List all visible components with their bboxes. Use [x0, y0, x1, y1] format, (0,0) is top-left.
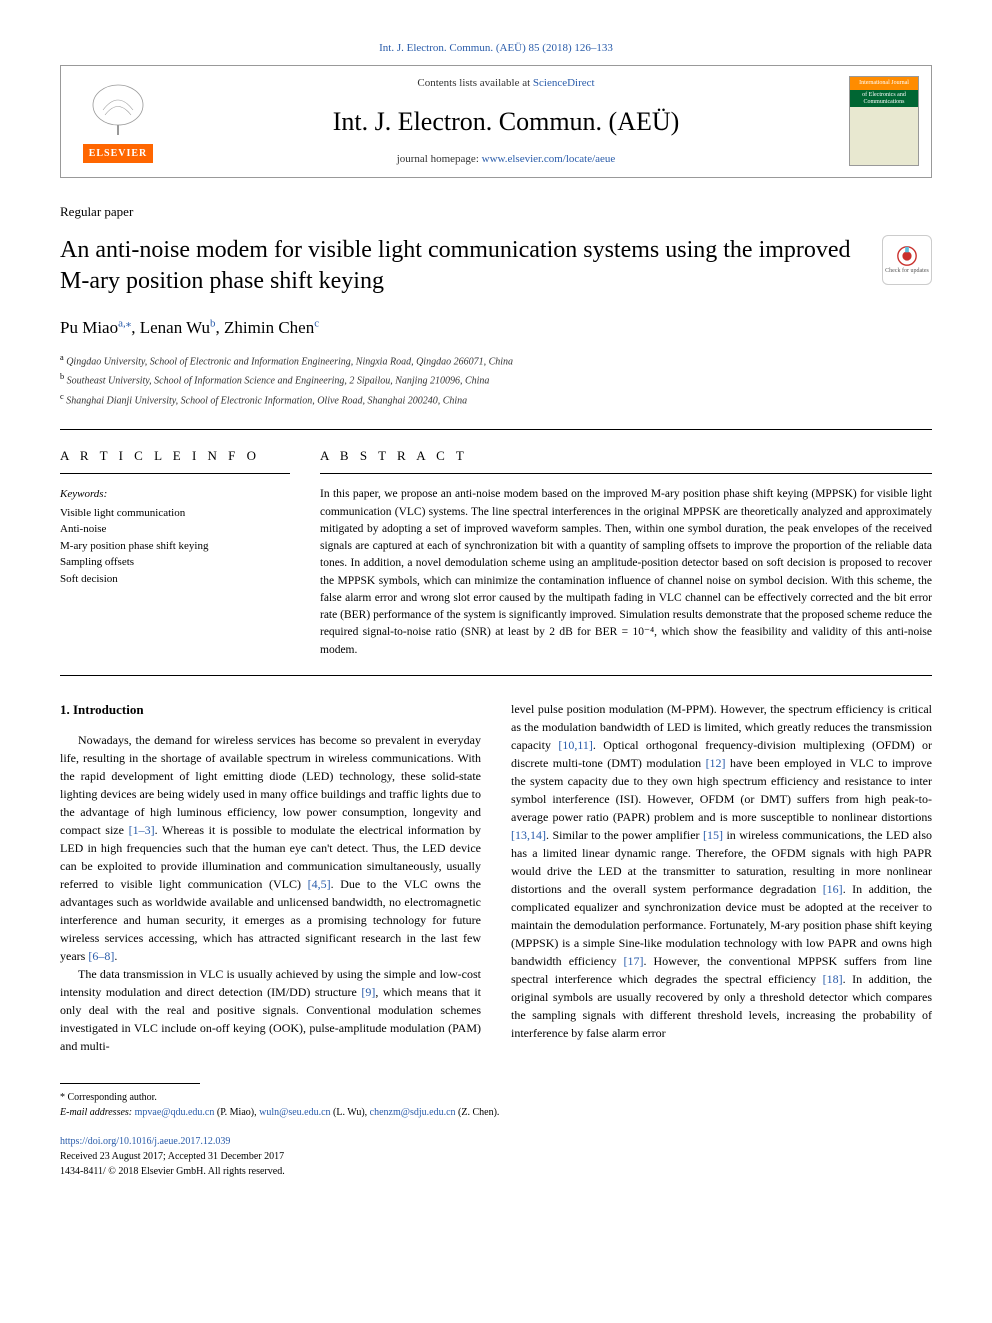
journal-header: ELSEVIER Contents lists available at Sci…: [60, 65, 932, 178]
body-column-left: 1. Introduction Nowadays, the demand for…: [60, 700, 481, 1056]
abstract-text: In this paper, we propose an anti-noise …: [320, 486, 932, 659]
body-columns: 1. Introduction Nowadays, the demand for…: [60, 700, 932, 1056]
homepage-prefix: journal homepage:: [397, 153, 482, 165]
journal-name: Int. J. Electron. Commun. (AEÜ): [163, 102, 849, 141]
homepage-link[interactable]: www.elsevier.com/locate/aeue: [482, 153, 616, 165]
authors: Pu Miaoa,⁎, Lenan Wub, Zhimin Chenc: [60, 315, 932, 341]
elsevier-logo: ELSEVIER: [73, 74, 163, 169]
footnotes: * Corresponding author. E-mail addresses…: [60, 1090, 932, 1120]
article-info: A R T I C L E I N F O Keywords: Visible …: [60, 446, 290, 659]
received-accepted: Received 23 August 2017; Accepted 31 Dec…: [60, 1151, 284, 1162]
email-link[interactable]: chenzm@sdju.edu.cn: [370, 1107, 456, 1118]
footer-divider: [60, 1083, 200, 1084]
keywords-label: Keywords:: [60, 486, 290, 503]
check-updates-label: Check for updates: [885, 267, 929, 276]
keywords-list: Visible light communicationAnti-noiseM-a…: [60, 505, 290, 588]
journal-reference-top: Int. J. Electron. Commun. (AEÜ) 85 (2018…: [60, 40, 932, 57]
sciencedirect-link[interactable]: ScienceDirect: [533, 77, 595, 89]
article-info-heading: A R T I C L E I N F O: [60, 446, 290, 475]
email-link[interactable]: wuln@seu.edu.cn: [259, 1107, 330, 1118]
journal-homepage: journal homepage: www.elsevier.com/locat…: [163, 151, 849, 168]
introduction-heading: 1. Introduction: [60, 700, 481, 720]
journal-cover-thumbnail: International Journal of Electronics and…: [849, 76, 919, 166]
paper-title: An anti-noise modem for visible light co…: [60, 235, 882, 297]
header-center: Contents lists available at ScienceDirec…: [163, 75, 849, 167]
abstract: A B S T R A C T In this paper, we propos…: [320, 446, 932, 659]
intro-para-1: Nowadays, the demand for wireless servic…: [60, 731, 481, 965]
email-link[interactable]: mpvae@qdu.edu.cn: [135, 1107, 215, 1118]
cover-top-band: International Journal: [850, 77, 918, 90]
paper-type: Regular paper: [60, 202, 932, 222]
body-column-right: level pulse position modulation (M-PPM).…: [511, 700, 932, 1056]
abstract-heading: A B S T R A C T: [320, 446, 932, 475]
info-abstract-row: A R T I C L E I N F O Keywords: Visible …: [60, 429, 932, 676]
elsevier-wordmark: ELSEVIER: [83, 144, 154, 163]
title-row: An anti-noise modem for visible light co…: [60, 235, 932, 297]
cover-mid-band: of Electronics and Communications: [850, 90, 918, 107]
doi-block: https://doi.org/10.1016/j.aeue.2017.12.0…: [60, 1134, 932, 1179]
elsevier-tree-icon: [83, 80, 153, 140]
issn-copyright: 1434-8411/ © 2018 Elsevier GmbH. All rig…: [60, 1166, 285, 1177]
check-for-updates-badge[interactable]: Check for updates: [882, 235, 932, 285]
contents-available: Contents lists available at ScienceDirec…: [163, 75, 849, 92]
intro-para-3: level pulse position modulation (M-PPM).…: [511, 700, 932, 1042]
crossmark-icon: [896, 245, 918, 267]
affiliations: a Qingdao University, School of Electron…: [60, 351, 932, 409]
corresponding-author-note: * Corresponding author.: [60, 1090, 932, 1105]
intro-para-2: The data transmission in VLC is usually …: [60, 965, 481, 1055]
email-line: E-mail addresses: mpvae@qdu.edu.cn (P. M…: [60, 1105, 932, 1120]
doi-link[interactable]: https://doi.org/10.1016/j.aeue.2017.12.0…: [60, 1136, 230, 1147]
email-label: E-mail addresses:: [60, 1107, 135, 1118]
contents-prefix: Contents lists available at: [417, 77, 532, 89]
